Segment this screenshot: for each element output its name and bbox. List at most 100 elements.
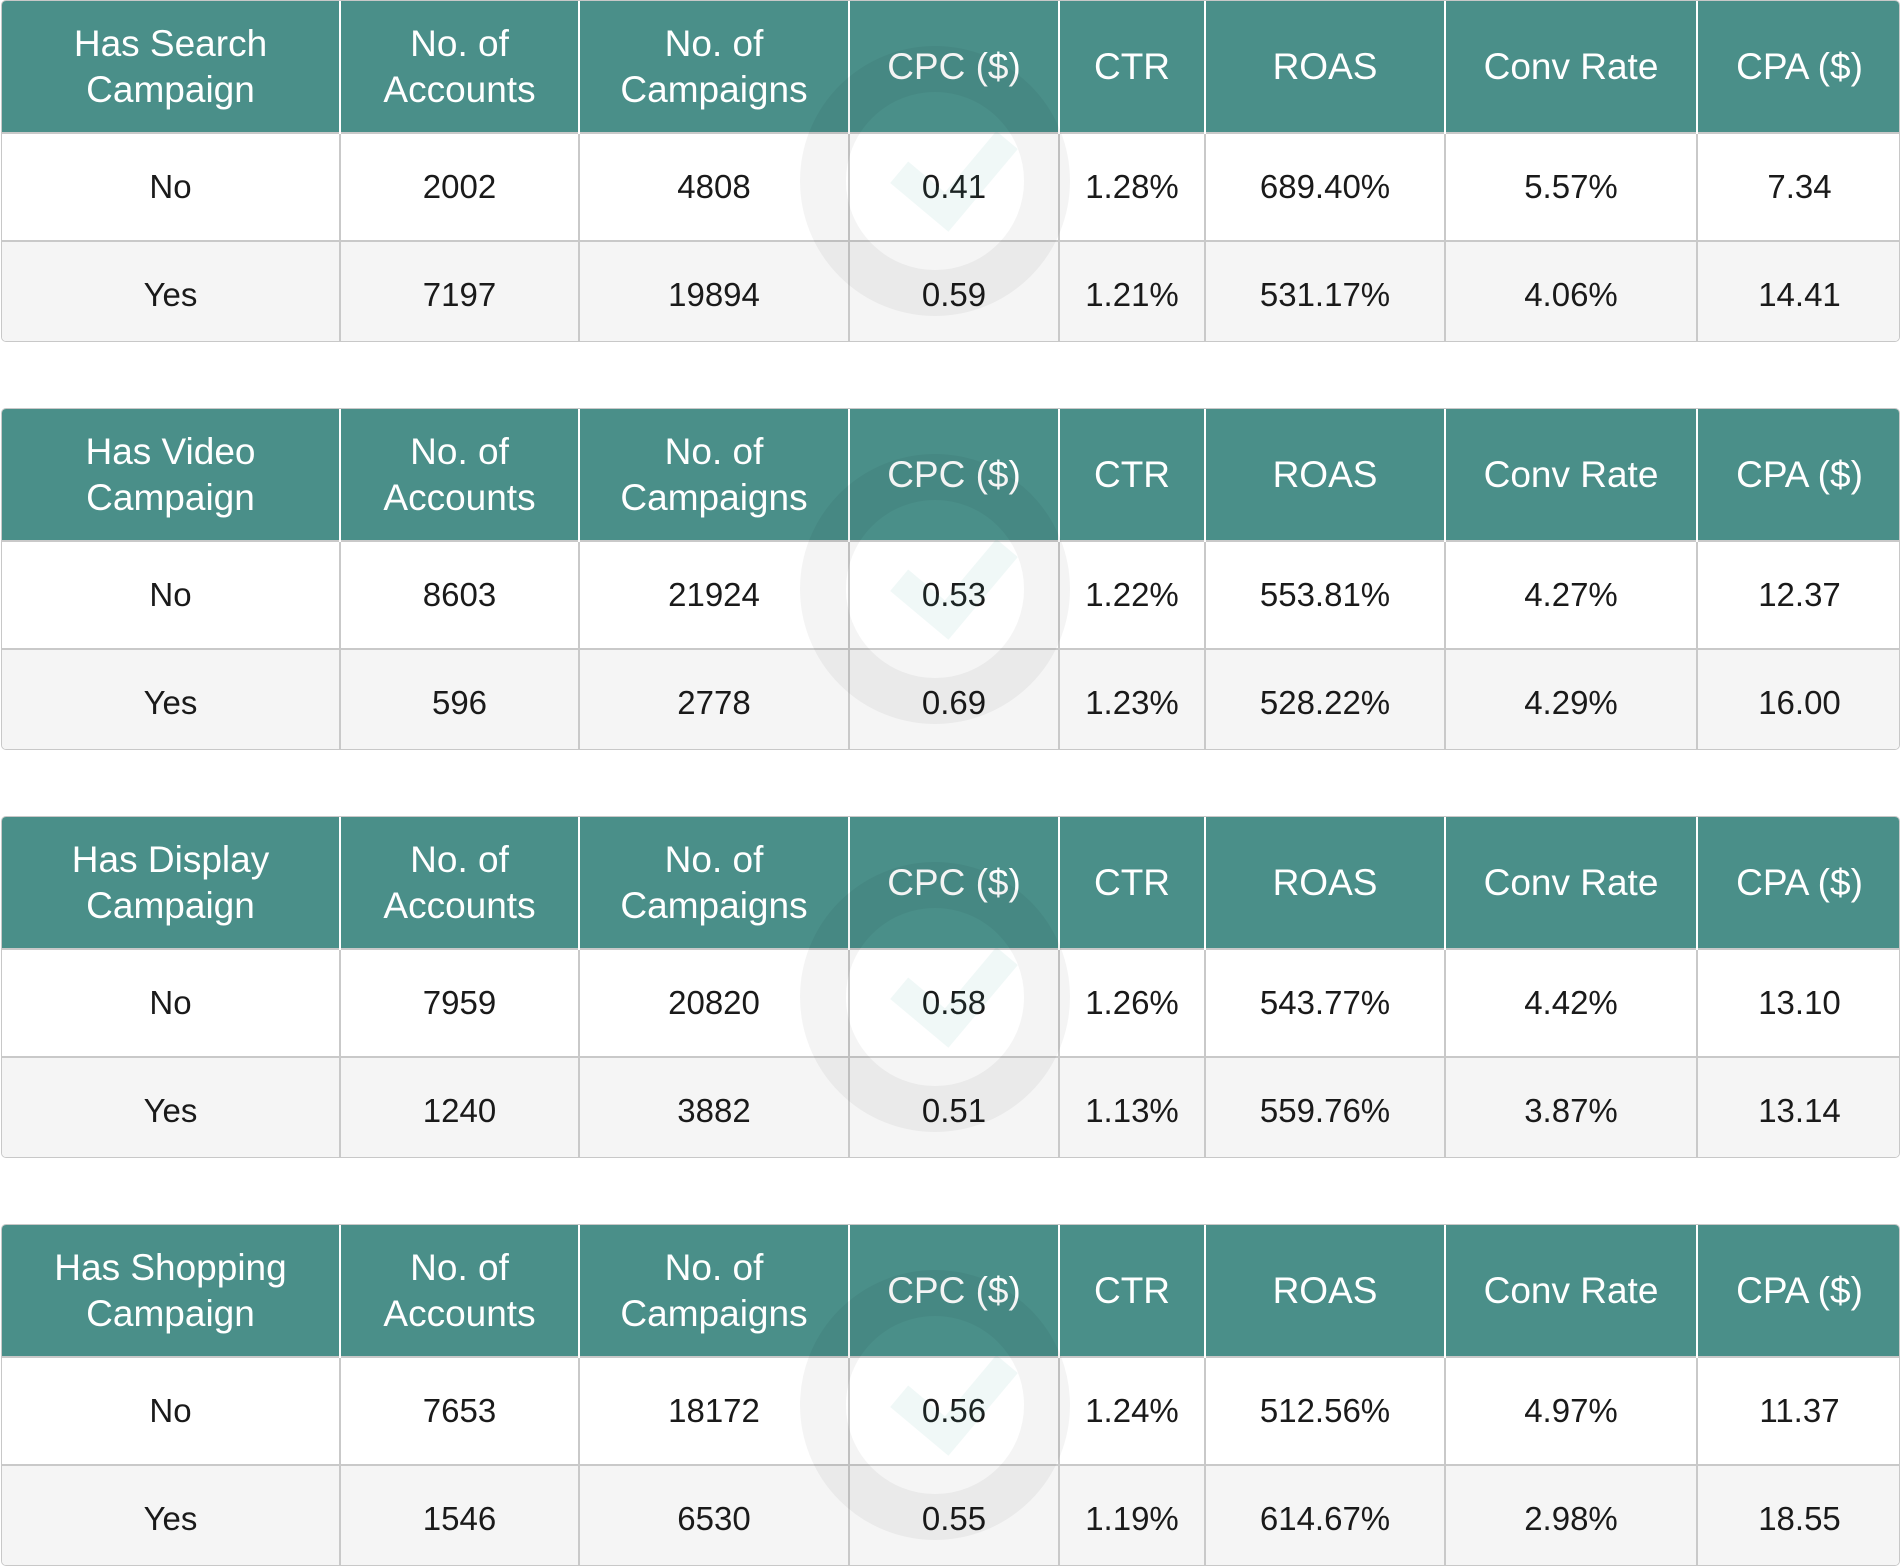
table-row: Yes 596 2778 0.69 1.23% 528.22% 4.29% 16.00 bbox=[2, 648, 1899, 749]
table-cell: 2.98% bbox=[1445, 1464, 1698, 1565]
table-cell: 531.17% bbox=[1205, 240, 1446, 341]
column-header-cell: No. of Accounts bbox=[340, 1, 580, 133]
table-cell: 0.51 bbox=[849, 1056, 1060, 1157]
column-header-cell: ROAS bbox=[1205, 1225, 1446, 1357]
table-row: No 8603 21924 0.53 1.22% 553.81% 4.27% 12.37 bbox=[2, 540, 1899, 649]
table-row: Yes 7197 19894 0.59 1.21% 531.17% 4.06% 14.41 bbox=[2, 240, 1899, 341]
group-header-cell: Has Video Campaign bbox=[2, 409, 341, 541]
table-cell: 4808 bbox=[579, 132, 850, 241]
metrics-table: Has Shopping Campaign No. of Accounts No. … bbox=[1, 1224, 1900, 1566]
table-cell: 3882 bbox=[579, 1056, 850, 1157]
column-header-cell: ROAS bbox=[1205, 1, 1446, 133]
row-label-cell: No bbox=[2, 1356, 341, 1465]
table-cell: 512.56% bbox=[1205, 1356, 1446, 1465]
table-cell: 7653 bbox=[340, 1356, 580, 1465]
table-cell: 1.23% bbox=[1059, 648, 1206, 749]
table-cell: 11.37 bbox=[1697, 1356, 1899, 1465]
table-cell: 5.57% bbox=[1445, 132, 1698, 241]
table-cell: 0.58 bbox=[849, 948, 1060, 1057]
table-cell: 18.55 bbox=[1697, 1464, 1899, 1565]
column-header-cell: CTR bbox=[1059, 409, 1206, 541]
table-cell: 1.19% bbox=[1059, 1464, 1206, 1565]
table-cell: 614.67% bbox=[1205, 1464, 1446, 1565]
metrics-table: Has Display Campaign No. of Accounts No. o… bbox=[1, 816, 1900, 1158]
column-header-cell: CPC ($) bbox=[849, 817, 1060, 949]
table-cell: 0.55 bbox=[849, 1464, 1060, 1565]
column-header-cell: CPC ($) bbox=[849, 409, 1060, 541]
row-label-cell: Yes bbox=[2, 1056, 341, 1157]
table-row: Yes 1240 3882 0.51 1.13% 559.76% 3.87% 13.14 bbox=[2, 1056, 1899, 1157]
table-cell: 6530 bbox=[579, 1464, 850, 1565]
column-header-cell: Conv Rate bbox=[1445, 817, 1698, 949]
column-header-cell: No. of Campaigns bbox=[579, 1, 850, 133]
table-cell: 528.22% bbox=[1205, 648, 1446, 749]
column-header-cell: No. of Accounts bbox=[340, 1225, 580, 1357]
table-cell: 596 bbox=[340, 648, 580, 749]
column-header-cell: No. of Campaigns bbox=[579, 817, 850, 949]
table-cell: 12.37 bbox=[1697, 540, 1899, 649]
table-cell: 7197 bbox=[340, 240, 580, 341]
table-row: No 7653 18172 0.56 1.24% 512.56% 4.97% 11.37 bbox=[2, 1356, 1899, 1465]
table-cell: 8603 bbox=[340, 540, 580, 649]
table-cell: 18172 bbox=[579, 1356, 850, 1465]
table-cell: 13.10 bbox=[1697, 948, 1899, 1057]
table-cell: 1546 bbox=[340, 1464, 580, 1565]
table-cell: 19894 bbox=[579, 240, 850, 341]
table-cell: 689.40% bbox=[1205, 132, 1446, 241]
column-header-cell: CPA ($) bbox=[1697, 1, 1899, 133]
column-header-cell: No. of Accounts bbox=[340, 409, 580, 541]
table-cell: 1.26% bbox=[1059, 948, 1206, 1057]
table-cell: 4.42% bbox=[1445, 948, 1698, 1057]
table-cell: 1.22% bbox=[1059, 540, 1206, 649]
table-cell: 559.76% bbox=[1205, 1056, 1446, 1157]
table-cell: 543.77% bbox=[1205, 948, 1446, 1057]
header-row: Has Shopping Campaign No. of Accounts No. … bbox=[2, 1225, 1899, 1357]
header-row: Has Display Campaign No. of Accounts No. o… bbox=[2, 817, 1899, 949]
table-cell: 1.24% bbox=[1059, 1356, 1206, 1465]
table-cell: 14.41 bbox=[1697, 240, 1899, 341]
table-cell: 4.27% bbox=[1445, 540, 1698, 649]
column-header-cell: Conv Rate bbox=[1445, 409, 1698, 541]
table-cell: 16.00 bbox=[1697, 648, 1899, 749]
column-header-cell: Conv Rate bbox=[1445, 1225, 1698, 1357]
row-label-cell: Yes bbox=[2, 648, 341, 749]
table-cell: 13.14 bbox=[1697, 1056, 1899, 1157]
column-header-cell: CPC ($) bbox=[849, 1225, 1060, 1357]
table-cell: 20820 bbox=[579, 948, 850, 1057]
table-cell: 0.59 bbox=[849, 240, 1060, 341]
table-cell: 1.21% bbox=[1059, 240, 1206, 341]
column-header-cell: CPA ($) bbox=[1697, 817, 1899, 949]
column-header-cell: CTR bbox=[1059, 1225, 1206, 1357]
column-header-cell: No. of Campaigns bbox=[579, 409, 850, 541]
column-header-cell: ROAS bbox=[1205, 817, 1446, 949]
table-cell: 1.13% bbox=[1059, 1056, 1206, 1157]
column-header-cell: Conv Rate bbox=[1445, 1, 1698, 133]
column-header-cell: CTR bbox=[1059, 817, 1206, 949]
table-cell: 2002 bbox=[340, 132, 580, 241]
table-cell: 4.06% bbox=[1445, 240, 1698, 341]
column-header-cell: No. of Accounts bbox=[340, 817, 580, 949]
column-header-cell: No. of Campaigns bbox=[579, 1225, 850, 1357]
table-cell: 7.34 bbox=[1697, 132, 1899, 241]
row-label-cell: No bbox=[2, 948, 341, 1057]
header-row: Has Search Campaign No. of Accounts No. of… bbox=[2, 1, 1899, 133]
column-header-cell: CPC ($) bbox=[849, 1, 1060, 133]
column-header-cell: CPA ($) bbox=[1697, 1225, 1899, 1357]
table-cell: 0.56 bbox=[849, 1356, 1060, 1465]
table-cell: 2778 bbox=[579, 648, 850, 749]
metrics-table: Has Search Campaign No. of Accounts No. of… bbox=[1, 0, 1900, 342]
row-label-cell: No bbox=[2, 540, 341, 649]
row-label-cell: Yes bbox=[2, 1464, 341, 1565]
table-cell: 1240 bbox=[340, 1056, 580, 1157]
column-header-cell: CTR bbox=[1059, 1, 1206, 133]
table-cell: 4.97% bbox=[1445, 1356, 1698, 1465]
table-cell: 7959 bbox=[340, 948, 580, 1057]
group-header-cell: Has Shopping Campaign bbox=[2, 1225, 341, 1357]
table-cell: 0.69 bbox=[849, 648, 1060, 749]
table-row: Yes 1546 6530 0.55 1.19% 614.67% 2.98% 18.55 bbox=[2, 1464, 1899, 1565]
column-header-cell: CPA ($) bbox=[1697, 409, 1899, 541]
header-row: Has Video Campaign No. of Accounts No. of … bbox=[2, 409, 1899, 541]
column-header-cell: ROAS bbox=[1205, 409, 1446, 541]
table-cell: 553.81% bbox=[1205, 540, 1446, 649]
group-header-cell: Has Display Campaign bbox=[2, 817, 341, 949]
